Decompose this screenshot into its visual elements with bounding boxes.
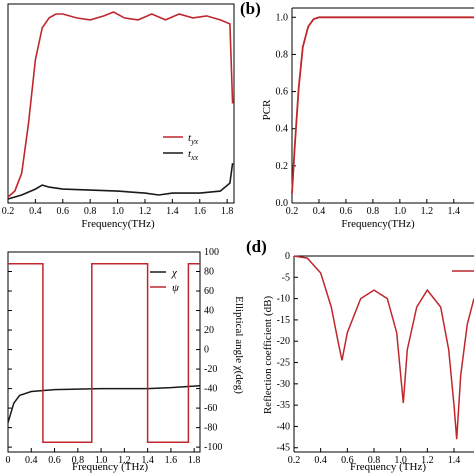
panel-a-series-t_xx <box>7 163 234 200</box>
panel-c-xtick-label: 0 <box>6 455 11 466</box>
panel-d-ytick-label: -20 <box>277 336 290 347</box>
panel-d-xtick-label: 0.4 <box>314 455 327 466</box>
panel-c-ytick-label: -40 <box>204 384 217 395</box>
panel-a-frame <box>7 3 235 204</box>
panel-d-ytick-label: -30 <box>277 379 290 390</box>
panel-d-ytick-label: -25 <box>277 358 290 369</box>
panel-b-xtick-label: 0.2 <box>286 206 299 217</box>
panel-b-xtick-label: 0.6 <box>340 206 353 217</box>
panel-a-xtick-label: 1.8 <box>221 206 234 217</box>
panel-c-legend-label: χ <box>171 267 178 279</box>
panel-d-ytick-label: -10 <box>277 294 290 305</box>
panel-c-xtick-label: 1.0 <box>95 455 108 466</box>
panel-a-xtick-label: 0.8 <box>84 206 97 217</box>
panel-c-frame <box>7 251 201 453</box>
panel-a-legend-label: tyx <box>188 132 199 146</box>
panel-b-ytick-label: 0.4 <box>276 124 289 135</box>
panel-a-xlabel: Frequency(THz) <box>81 218 155 230</box>
panel-c-legend-label: ψ <box>172 282 179 294</box>
panel-c-ytick-label: -80 <box>204 423 217 434</box>
panel-c-ytick-label: 40 <box>204 306 214 317</box>
panel-b-xtick-label: 1.2 <box>421 206 434 217</box>
panel-c-xtick-label: 0.4 <box>25 455 38 466</box>
panel-c-xlabel: Frequency (THz) <box>72 461 148 473</box>
panel-d-xtick-label: 0.6 <box>341 455 354 466</box>
panel-c-xtick-label: 0.8 <box>72 455 85 466</box>
panel-b-xtick-label: 0.4 <box>313 206 326 217</box>
panel-d-ytick-label: -40 <box>277 421 290 432</box>
panel-b-ytick-label: 0.6 <box>276 87 289 98</box>
panel-b-series-pcr <box>291 16 474 194</box>
panel-c-ylabel: Elliptical angle χ(deg) <box>233 296 245 394</box>
panel-c-ytick-label: 60 <box>204 286 214 297</box>
panel-c-ytick-label: -60 <box>204 403 217 414</box>
panel-c-ytick-label: 80 <box>204 267 214 278</box>
panel-d-xlabel: Frequency (THz) <box>350 461 426 473</box>
panel-d-ytick-label: -15 <box>277 315 290 326</box>
panel-c-xtick-label: 1.4 <box>141 455 154 466</box>
panel-b-xtick-label: 1.0 <box>394 206 407 217</box>
panel-c-ytick-label: -100 <box>204 442 222 453</box>
panel-a-xtick-label: 0.6 <box>57 206 70 217</box>
panel-c-xtick-label: 1.8 <box>188 455 201 466</box>
panel-d-xtick-label: 1.4 <box>448 455 461 466</box>
panel-label-d: (d) <box>246 237 267 256</box>
panel-a-series-t_yx <box>7 11 234 198</box>
plot-layer: 0.2 0.4 0.6 0.8 1.0 1.2 1.4 1.6 1.8 tyx txx 0.2 0.4 0… <box>2 3 474 466</box>
panel-a-xtick-label: 0.4 <box>29 206 42 217</box>
panel-c-xtick-label: 0.6 <box>48 455 61 466</box>
panel-c-ytick-label: 0 <box>204 345 209 356</box>
panel-b-xtick-label: 0.8 <box>367 206 380 217</box>
panel-d-xtick-label: 0.8 <box>368 455 381 466</box>
panel-a-xtick-label: 1.6 <box>194 206 207 217</box>
panel-d-ytick-label: -35 <box>277 400 290 411</box>
panel-b-ytick-label: 1.0 <box>276 12 289 23</box>
panel-b-ytick-label: 0.8 <box>276 49 289 60</box>
panel-c-ytick-label: 100 <box>204 247 219 258</box>
panel-b-xtick-label: 1.4 <box>448 206 461 217</box>
panel-d-xtick-label: 0.2 <box>288 455 301 466</box>
panel-a-legend-label: txx <box>188 148 199 162</box>
panel-d-ylabel: Reflection coefficient (dB) <box>262 296 274 415</box>
panel-b-ytick-label: 0.0 <box>276 198 289 209</box>
panel-d-ytick-label: -45 <box>277 443 290 454</box>
panel-b-ylabel: PCR <box>261 99 273 120</box>
panel-a-xtick-label: 1.4 <box>166 206 179 217</box>
panel-d-series-reflection <box>293 255 474 440</box>
panel-a-xtick-label: 1.0 <box>111 206 124 217</box>
panel-c-ytick-label: -20 <box>204 364 217 375</box>
panel-c-series-psi <box>8 262 200 443</box>
panel-c-xtick-label: 1.6 <box>165 455 178 466</box>
panel-d-ytick-label: 0 <box>285 251 290 262</box>
panel-a-xtick-label: 0.2 <box>2 206 15 217</box>
panel-b-xlabel: Frequency(THz) <box>341 218 415 230</box>
panel-c-ytick-label: 20 <box>204 325 214 336</box>
panel-c-series-chi <box>7 384 201 423</box>
panel-c-xtick-label: 1.2 <box>118 455 131 466</box>
panel-label-b: (b) <box>240 0 261 18</box>
panel-b-ytick-label: 0.2 <box>276 161 289 172</box>
panel-a-xtick-label: 1.2 <box>139 206 152 217</box>
panel-d-xtick-label: 1.2 <box>421 455 434 466</box>
panel-d-ytick-label: -5 <box>282 272 290 283</box>
panel-d-xtick-label: 1.0 <box>394 455 407 466</box>
